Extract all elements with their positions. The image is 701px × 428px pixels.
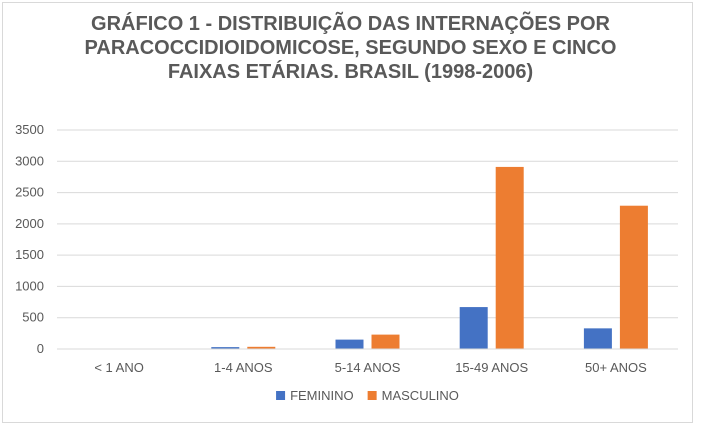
x-category-label: 50+ ANOS [585, 360, 647, 375]
legend-item-masculino: MASCULINO [367, 388, 459, 403]
chart-frame [2, 2, 693, 423]
y-tick-label: 2500 [15, 185, 44, 200]
chart-title-line-1: GRÁFICO 1 - DISTRIBUIÇÃO DAS INTERNAÇÕES… [91, 13, 610, 35]
bar-masculino-1 [247, 346, 276, 349]
y-tick-label: 2000 [15, 216, 44, 231]
bar-masculino-3 [495, 166, 524, 349]
bar-feminino-2 [335, 339, 364, 349]
legend-label: MASCULINO [382, 388, 459, 403]
x-category-label: 15-49 ANOS [455, 360, 528, 375]
chart-title: GRÁFICO 1 - DISTRIBUIÇÃO DAS INTERNAÇÕES… [0, 12, 701, 84]
bar-masculino-4 [619, 205, 648, 349]
bar-masculino-2 [371, 334, 400, 349]
x-category-label: < 1 ANO [94, 360, 144, 375]
y-tick-label: 3000 [15, 153, 44, 168]
legend-item-feminino: FEMININO [276, 388, 354, 403]
legend-label: FEMININO [290, 388, 354, 403]
x-category-label: 1-4 ANOS [214, 360, 273, 375]
y-tick-label: 3500 [15, 122, 44, 137]
y-tick-label: 1000 [15, 278, 44, 293]
bar-feminino-4 [583, 328, 612, 349]
chart-title-line-2: PARACOCCIDIOIDOMICOSE, SEGUNDO SEXO E CI… [84, 37, 617, 59]
bar-feminino-3 [459, 307, 488, 349]
y-tick-label: 1500 [15, 247, 44, 262]
legend-swatch [367, 391, 377, 400]
y-tick-label: 0 [37, 341, 44, 356]
legend-swatch [276, 391, 286, 400]
chart-title-line-3: FAIXAS ETÁRIAS. BRASIL (1998-2006) [167, 61, 534, 83]
x-category-label: 5-14 ANOS [335, 360, 401, 375]
y-tick-label: 500 [22, 310, 44, 325]
bar-feminino-1 [211, 347, 240, 349]
